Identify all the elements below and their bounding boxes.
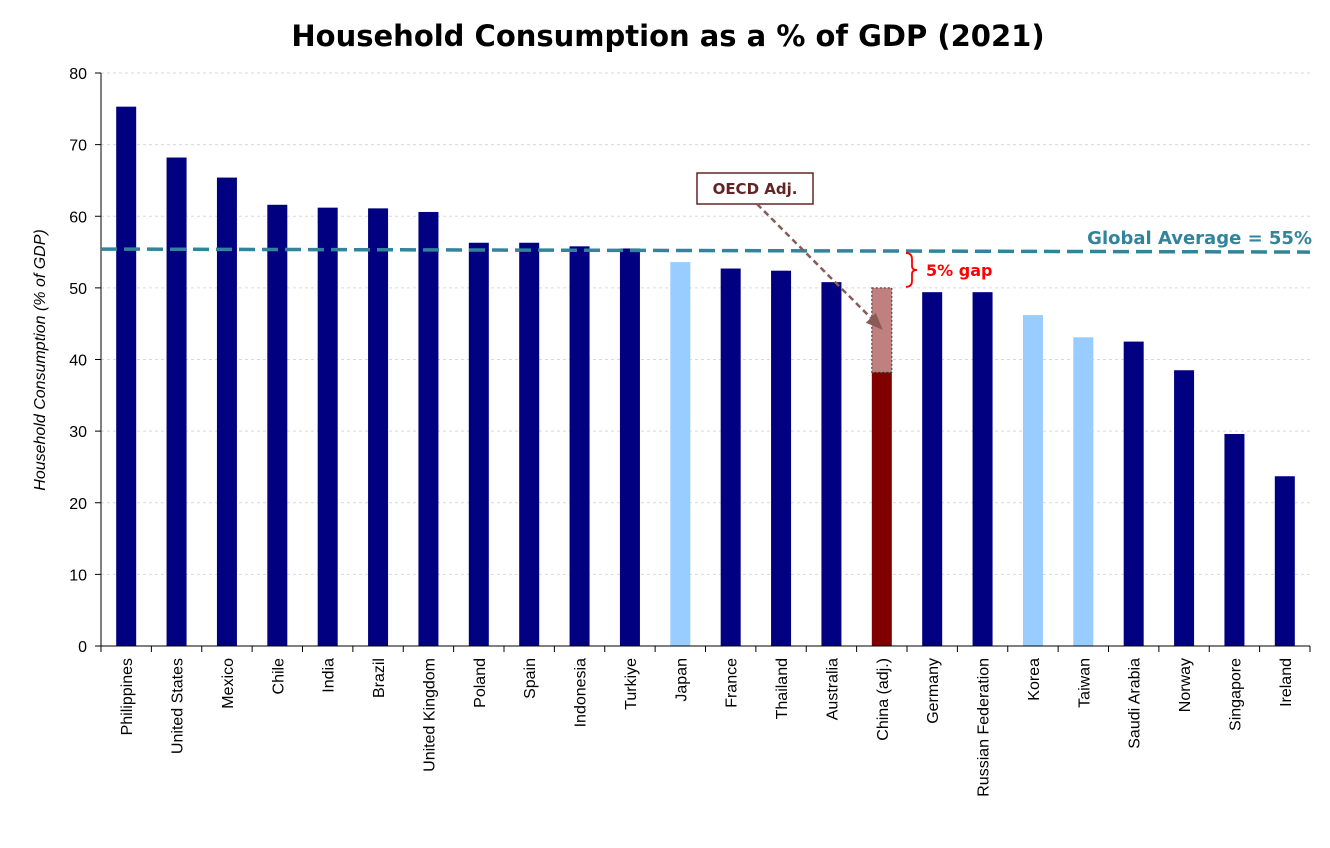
y-tick-label: 30 — [69, 424, 87, 441]
annotations: Global Average = 55% 5% gap OECD Adj. — [100, 172, 1312, 330]
y-tick-label: 70 — [69, 138, 87, 155]
x-tick-label: Ireland — [1278, 658, 1295, 707]
bar — [317, 207, 338, 646]
x-tick-label: Taiwan — [1076, 658, 1093, 708]
x-tick-label: Korea — [1026, 658, 1043, 701]
oecd-arrow-head — [865, 312, 883, 330]
y-tick-label: 20 — [69, 496, 87, 513]
bar — [972, 292, 993, 646]
y-axis-title: Household Consumption (% of GDP) — [32, 229, 49, 490]
bar — [569, 246, 590, 646]
bar — [418, 211, 439, 646]
gap-label: 5% gap — [926, 261, 992, 280]
bar — [1274, 476, 1295, 646]
oecd-callout-arrow — [756, 203, 881, 328]
y-tick-label: 10 — [69, 567, 87, 584]
x-tick-label: Germany — [925, 658, 942, 724]
bar — [368, 208, 389, 646]
bar — [619, 248, 640, 646]
gap-brace — [905, 252, 918, 288]
x-tick-label: Indonesia — [573, 658, 590, 727]
global-average-label: Global Average = 55% — [1087, 228, 1312, 249]
y-tick-label: 80 — [69, 66, 87, 83]
x-tick-label: Singapore — [1227, 658, 1244, 731]
bar — [670, 262, 691, 646]
bar — [116, 106, 137, 646]
x-tick-label: United Kingdom — [421, 658, 438, 772]
axes: 0 10 20 30 40 50 60 70 80 Philippines United State… — [69, 66, 1311, 797]
x-tick-label: Philippines — [119, 658, 136, 735]
bar — [771, 270, 792, 646]
global-average-line — [100, 247, 1311, 254]
bars — [116, 106, 1295, 647]
y-tick-label: 40 — [69, 353, 87, 370]
y-tick-label: 0 — [78, 639, 87, 656]
x-tick-label: Saudi Arabia — [1127, 658, 1144, 749]
bar — [1022, 315, 1043, 646]
bar — [922, 292, 943, 646]
x-tick-label: France — [724, 658, 741, 708]
x-tick-label: Mexico — [220, 658, 237, 709]
x-tick-label: Chile — [270, 658, 287, 695]
chart-title: Household Consumption as a % of GDP (202… — [291, 19, 1044, 53]
bar — [166, 157, 187, 646]
x-tick-label: Turkiye — [623, 658, 640, 710]
x-tick-label: Japan — [673, 658, 690, 702]
bar — [519, 242, 540, 646]
x-tick-label: Thailand — [774, 658, 791, 719]
x-tick-label: Poland — [472, 658, 489, 708]
oecd-callout-box — [696, 172, 814, 205]
y-tick-label: 50 — [69, 281, 87, 298]
bar — [720, 268, 741, 646]
x-tick-label: Brazil — [371, 658, 388, 698]
bar — [1224, 433, 1245, 646]
x-tick-label: India — [321, 658, 338, 693]
x-tick-label: United States — [170, 658, 187, 754]
bar — [1174, 370, 1195, 646]
x-tick-label: Russian Federation — [976, 658, 993, 797]
bar — [267, 204, 288, 647]
bar — [821, 282, 842, 646]
bar — [216, 177, 237, 646]
bar — [1123, 341, 1144, 646]
y-tick-label: 60 — [69, 209, 87, 226]
oecd-callout-label: OECD Adj. — [713, 180, 798, 198]
x-tick-label: China (adj.) — [875, 658, 892, 741]
bar — [468, 242, 489, 646]
bar — [1073, 337, 1094, 646]
x-tick-label: Spain — [522, 658, 539, 699]
x-tick-label: Norway — [1177, 658, 1194, 712]
x-tick-label: Australia — [824, 658, 841, 720]
bar — [871, 372, 892, 646]
oecd-adjustment-bar — [871, 287, 893, 373]
